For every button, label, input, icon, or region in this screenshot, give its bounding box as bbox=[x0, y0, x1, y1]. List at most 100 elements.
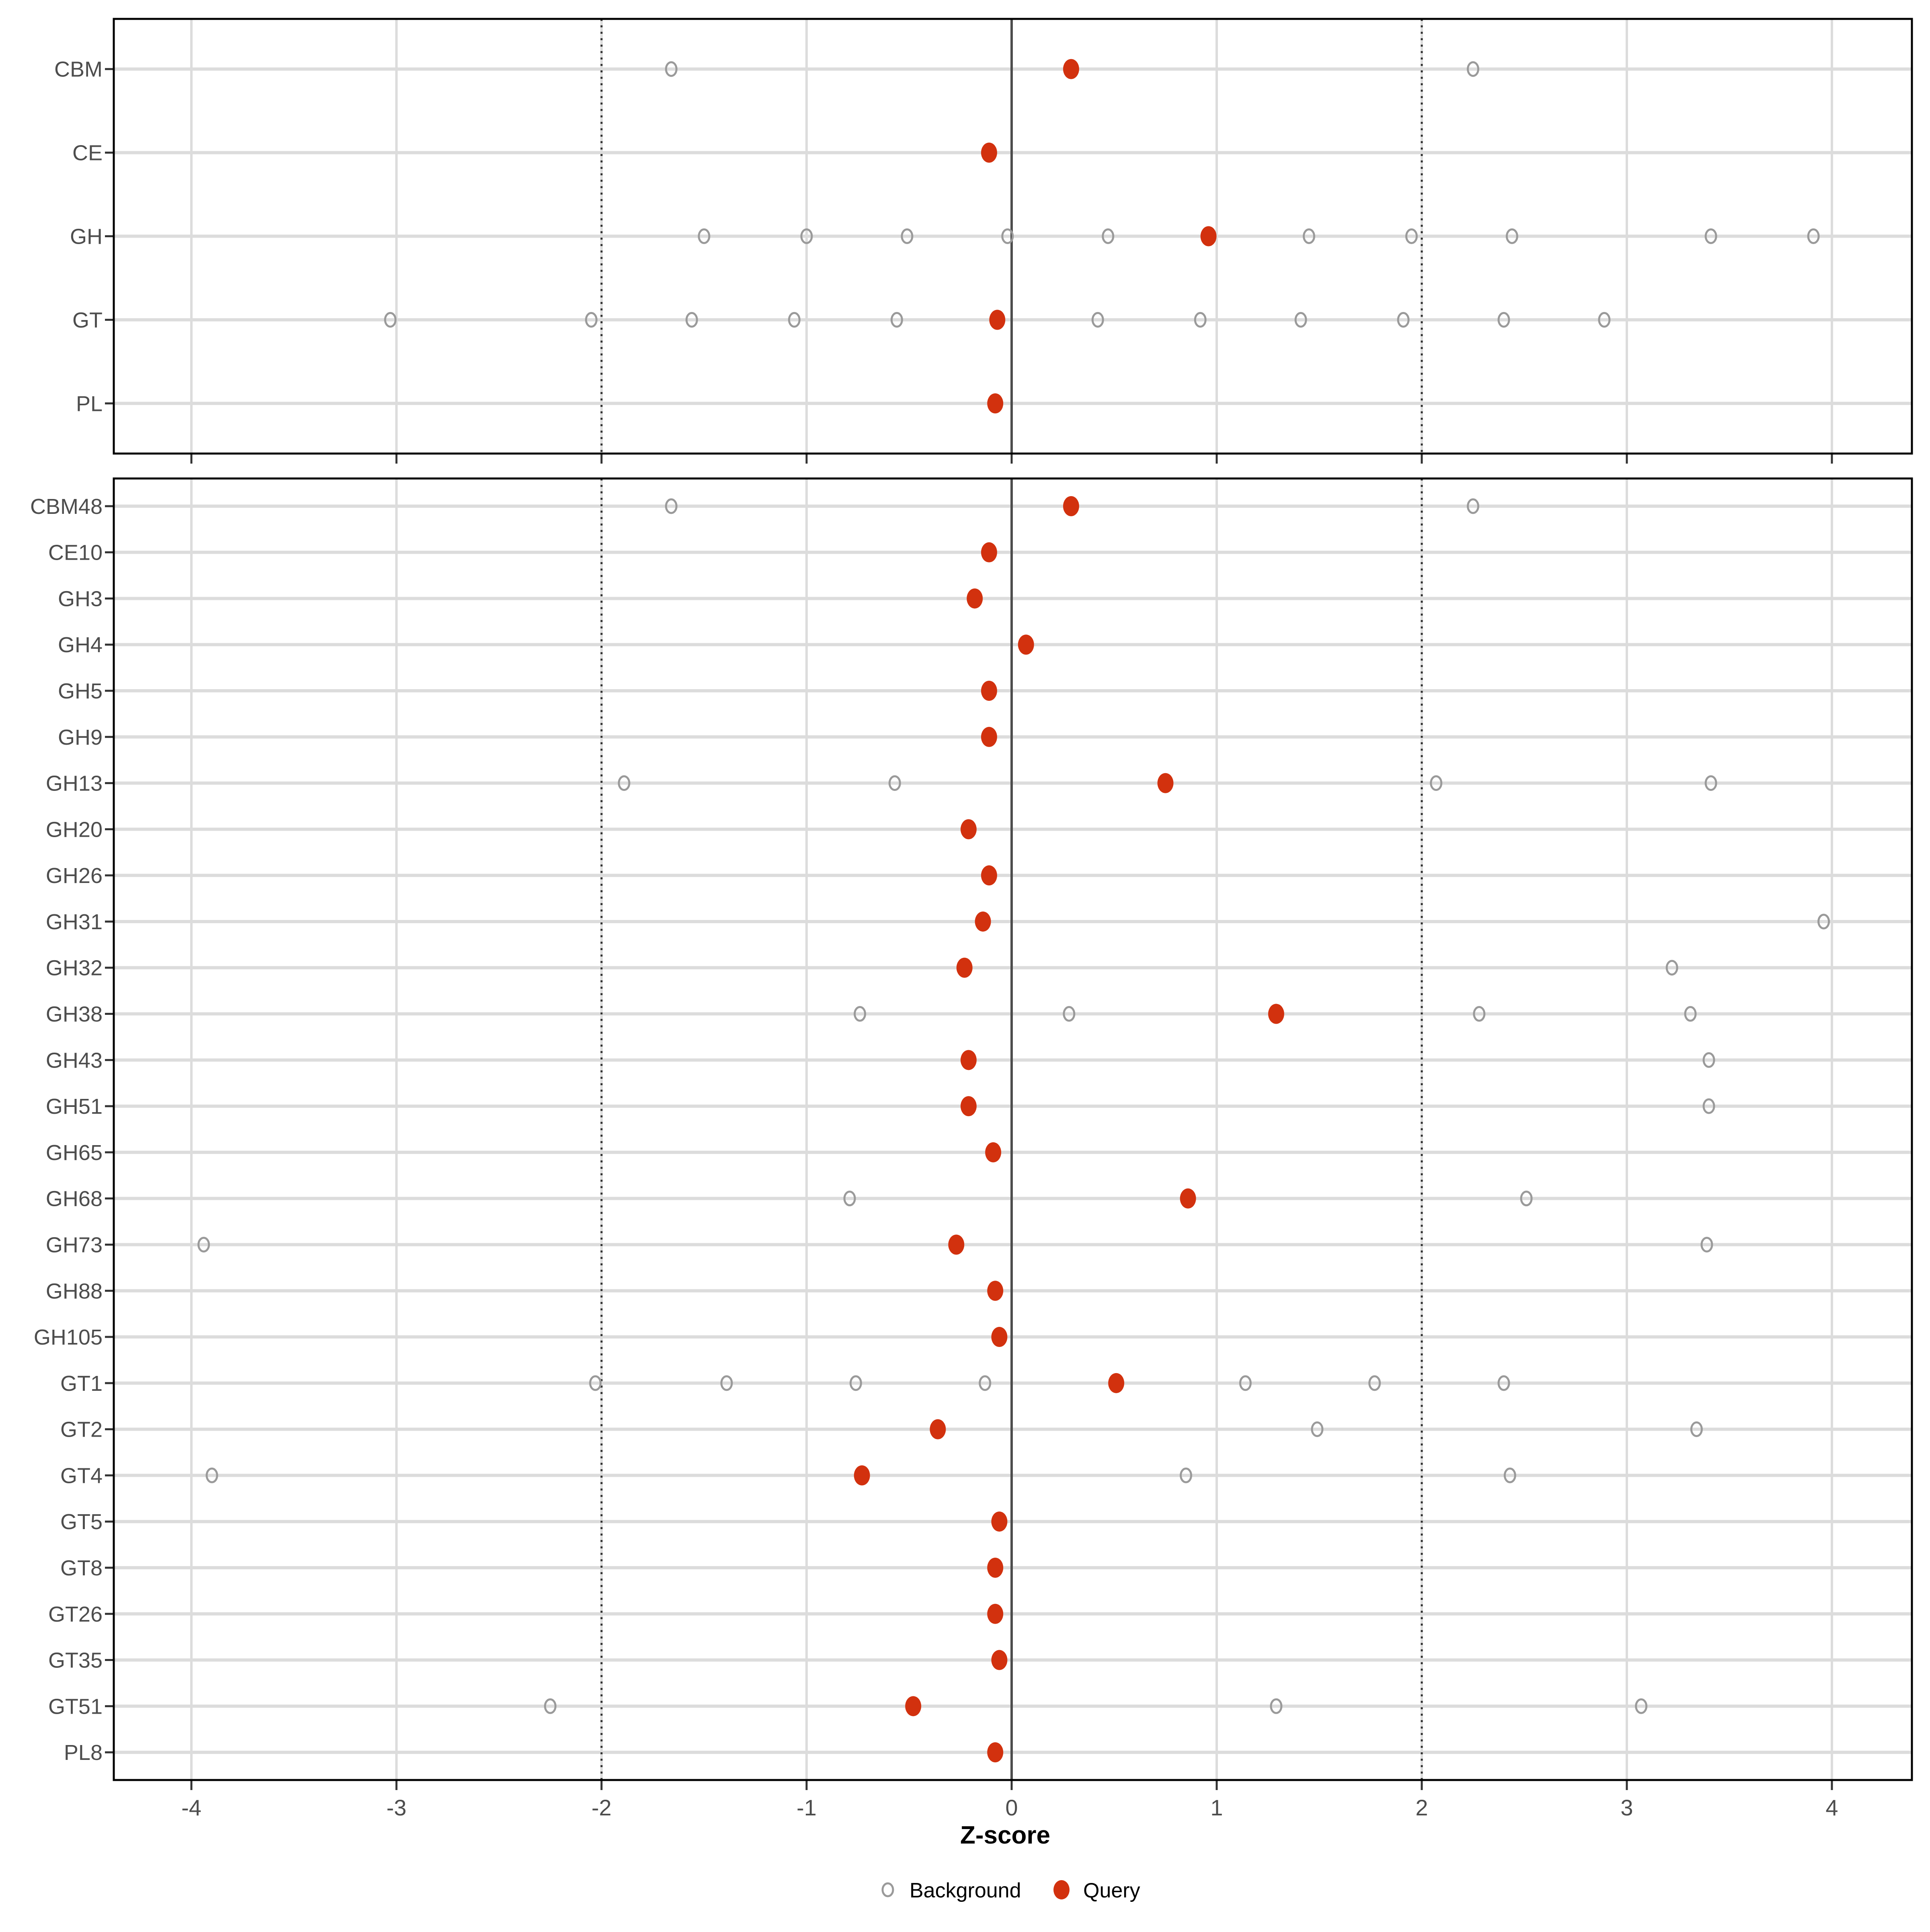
legend-query-label: Query bbox=[1083, 1879, 1140, 1902]
y-axis-label: CE bbox=[72, 141, 103, 165]
y-axis-label: GT26 bbox=[48, 1602, 103, 1626]
background-point bbox=[1598, 312, 1611, 328]
query-point bbox=[987, 1742, 1004, 1763]
x-axis-tick-label: 2 bbox=[1415, 1795, 1428, 1820]
x-axis-tick-label: 0 bbox=[1005, 1795, 1018, 1820]
y-axis-label: GT5 bbox=[60, 1510, 103, 1534]
background-point bbox=[1239, 1375, 1252, 1391]
y-axis-label: GH88 bbox=[46, 1279, 103, 1303]
x-axis-tick-label: -1 bbox=[797, 1795, 817, 1820]
y-axis-label: GH31 bbox=[46, 910, 103, 934]
y-axis-label: GT8 bbox=[60, 1556, 103, 1580]
background-point bbox=[1690, 1421, 1703, 1437]
query-point bbox=[987, 1557, 1004, 1578]
background-point bbox=[1503, 1467, 1516, 1483]
background-point bbox=[1270, 1698, 1283, 1714]
query-point bbox=[991, 1511, 1008, 1532]
background-point bbox=[1430, 775, 1443, 791]
background-point bbox=[1368, 1375, 1381, 1391]
query-point bbox=[981, 865, 997, 886]
background-point bbox=[698, 228, 710, 244]
x-axis-tick-label: -2 bbox=[591, 1795, 612, 1820]
query-point bbox=[1268, 1004, 1284, 1024]
background-point bbox=[1063, 1006, 1076, 1022]
background-point bbox=[854, 1006, 866, 1022]
background-point bbox=[888, 775, 901, 791]
y-axis-label: GT2 bbox=[60, 1418, 103, 1442]
background-point bbox=[1704, 228, 1717, 244]
background-point bbox=[849, 1375, 862, 1391]
y-axis-label: GH68 bbox=[46, 1187, 103, 1211]
background-point bbox=[1467, 61, 1479, 77]
query-point bbox=[981, 681, 997, 701]
query-point bbox=[1200, 226, 1217, 246]
legend-query-marker-icon bbox=[1053, 1880, 1070, 1899]
background-point bbox=[384, 312, 397, 328]
background-point bbox=[1473, 1006, 1486, 1022]
x-axis-tick-label: 4 bbox=[1825, 1795, 1838, 1820]
query-point bbox=[905, 1696, 922, 1716]
query-point bbox=[991, 1327, 1008, 1347]
background-point bbox=[1497, 312, 1510, 328]
query-point bbox=[981, 542, 997, 563]
background-point bbox=[1397, 312, 1410, 328]
background-point bbox=[1294, 312, 1307, 328]
y-axis-label: CBM bbox=[54, 57, 103, 82]
y-axis-label: GH13 bbox=[46, 772, 103, 796]
background-point bbox=[901, 228, 914, 244]
x-axis-tick-label: -3 bbox=[386, 1795, 407, 1820]
y-axis-label: GH38 bbox=[46, 1002, 103, 1027]
x-axis-tick-label: 1 bbox=[1210, 1795, 1223, 1820]
y-axis-label: CBM48 bbox=[30, 495, 103, 519]
background-point bbox=[1505, 228, 1518, 244]
background-point bbox=[843, 1191, 856, 1207]
background-point bbox=[585, 312, 597, 328]
background-point bbox=[1001, 228, 1014, 244]
y-axis-label: GT4 bbox=[60, 1464, 103, 1488]
background-point bbox=[1311, 1421, 1324, 1437]
query-point bbox=[967, 588, 983, 609]
x-axis-tick-label: -4 bbox=[181, 1795, 201, 1820]
y-axis-label: GH43 bbox=[46, 1048, 103, 1072]
background-point bbox=[685, 312, 698, 328]
background-point bbox=[720, 1375, 733, 1391]
y-axis-label: GH5 bbox=[58, 679, 103, 703]
y-axis-label: GH26 bbox=[46, 864, 103, 888]
background-point bbox=[1467, 498, 1479, 514]
query-point bbox=[1063, 59, 1079, 79]
background-point bbox=[544, 1698, 556, 1714]
legend-background-marker-icon bbox=[881, 1882, 894, 1897]
query-point bbox=[989, 310, 1006, 330]
y-axis-label: GT51 bbox=[48, 1694, 103, 1718]
y-axis-label: GH bbox=[70, 225, 103, 249]
background-point bbox=[618, 775, 630, 791]
y-axis-label: PL8 bbox=[64, 1741, 103, 1765]
background-point bbox=[1405, 228, 1418, 244]
background-point bbox=[1520, 1191, 1533, 1207]
query-point bbox=[930, 1419, 946, 1439]
background-point bbox=[665, 498, 678, 514]
panels-layer: CBM CE GH GT PL CBM48 CE10 GH3 GH4 GH5 GH9 GH13 GH20… bbox=[30, 18, 1913, 1820]
y-axis-label: GH65 bbox=[46, 1141, 103, 1165]
background-point bbox=[1102, 228, 1115, 244]
legend-background-label: Background bbox=[910, 1879, 1021, 1902]
query-point bbox=[987, 393, 1004, 414]
background-point bbox=[589, 1375, 602, 1391]
y-axis-label: CE10 bbox=[48, 541, 103, 565]
y-axis-label: GH9 bbox=[58, 725, 103, 749]
background-point bbox=[1091, 312, 1104, 328]
query-point bbox=[1157, 773, 1174, 793]
query-point bbox=[1018, 634, 1034, 655]
query-point bbox=[854, 1465, 870, 1486]
query-point bbox=[1180, 1188, 1196, 1209]
y-axis-label: GT1 bbox=[60, 1371, 103, 1396]
x-axis-tick-label: 3 bbox=[1620, 1795, 1633, 1820]
background-point bbox=[197, 1236, 210, 1252]
background-point bbox=[979, 1375, 992, 1391]
background-point bbox=[1807, 228, 1820, 244]
background-point bbox=[1497, 1375, 1510, 1391]
background-point bbox=[1303, 228, 1315, 244]
y-axis-label: GH105 bbox=[34, 1325, 103, 1349]
query-point bbox=[987, 1281, 1004, 1301]
